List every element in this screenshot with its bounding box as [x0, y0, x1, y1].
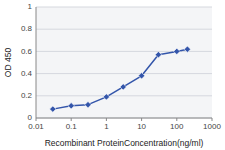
- data-point: [120, 84, 126, 90]
- data-line: [53, 49, 188, 109]
- data-point: [68, 103, 74, 109]
- y-tick-label: 1: [28, 2, 33, 11]
- grid-line: [36, 29, 212, 30]
- y-tick-label: 0.2: [21, 91, 33, 100]
- grid-line: [36, 118, 212, 119]
- plot-data: [50, 46, 191, 112]
- data-point: [184, 46, 190, 52]
- x-tick: [106, 118, 107, 121]
- x-tick: [71, 118, 72, 121]
- x-axis-title: Recombinant ProteinConcentration(ng/ml): [45, 138, 204, 148]
- grid-line: [36, 51, 212, 52]
- y-tick-label: 0.4: [21, 69, 33, 78]
- data-point: [174, 48, 180, 54]
- chart-container: 0 0.2 0.4 0.6 0.8 1 0.01 0.1 1 10 100 1000 Recombina…: [0, 0, 225, 150]
- x-tick-label: 10: [137, 122, 146, 131]
- x-tick-label: 100: [170, 122, 184, 131]
- y-tick-label: 0.6: [21, 47, 33, 56]
- grid-line: [36, 95, 212, 96]
- x-tick-label: 0.1: [66, 122, 78, 131]
- data-point: [50, 106, 56, 112]
- x-tick: [141, 118, 142, 121]
- data-point: [103, 94, 109, 100]
- y-tick-label: 0: [28, 113, 33, 122]
- x-tick: [212, 118, 213, 121]
- y-tick-label: 0.8: [21, 24, 33, 33]
- x-tick: [36, 118, 37, 121]
- x-tick-label: 0.01: [28, 122, 44, 131]
- data-point: [138, 73, 144, 79]
- x-tick: [176, 118, 177, 121]
- y-axis-title: OD 450: [3, 48, 13, 78]
- x-tick-label: 1000: [203, 122, 221, 131]
- plot-background: [36, 7, 212, 118]
- grid-line: [36, 7, 212, 8]
- y-axis-line: [36, 7, 37, 118]
- x-axis-line: [36, 118, 212, 119]
- data-point: [155, 52, 161, 58]
- chart-svg: 0 0.2 0.4 0.6 0.8 1 0.01 0.1 1 10 100 1000 Recombina…: [0, 0, 225, 150]
- grid-line: [36, 73, 212, 74]
- x-tick-label: 1: [104, 122, 109, 131]
- data-point: [85, 101, 91, 107]
